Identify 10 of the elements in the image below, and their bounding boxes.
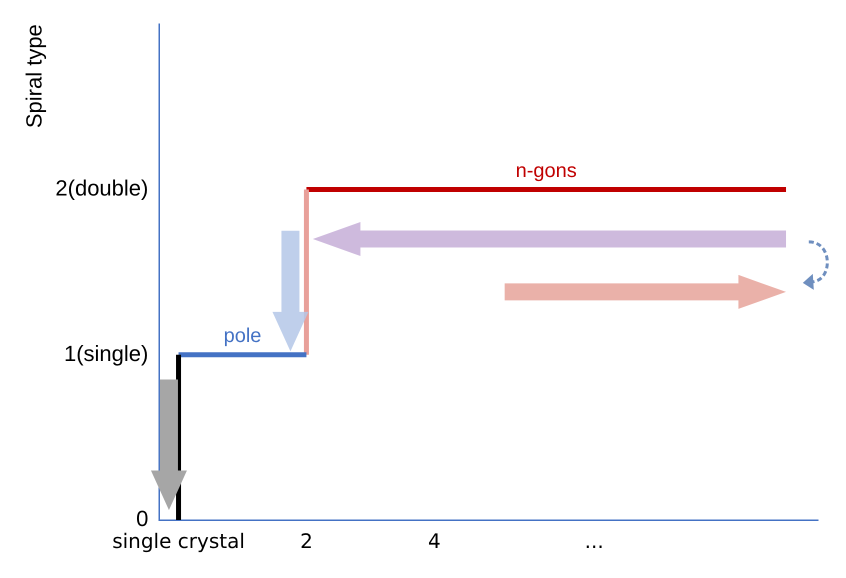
x-tick-label: ...	[584, 529, 604, 554]
y-tick-label: 2(double)	[55, 176, 148, 201]
y-axis-title: Spiral type	[21, 24, 46, 128]
x-tick-label: single crystal	[112, 529, 245, 554]
series-label: pole	[224, 325, 262, 348]
x-tick-label: 4	[428, 529, 441, 554]
series-label: n-gons	[516, 160, 577, 182]
x-tick-label: 2	[300, 529, 313, 554]
y-tick-label: 0	[136, 506, 148, 532]
y-tick-label: 1(single)	[64, 340, 148, 366]
